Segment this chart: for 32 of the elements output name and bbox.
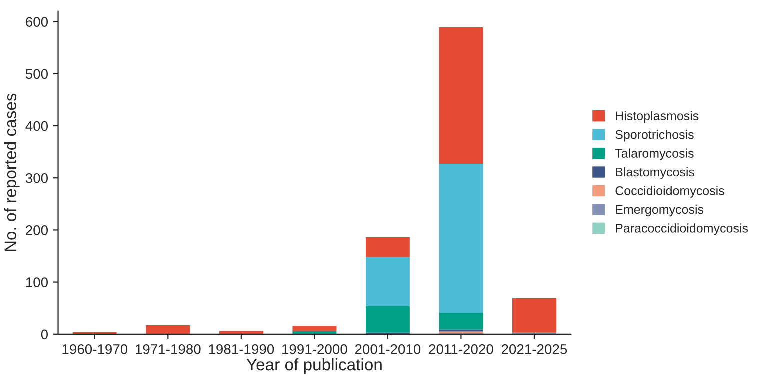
legend-label: Coccidioidomycosis [616, 186, 724, 198]
y-tick-label: 300 [26, 173, 48, 184]
bar [439, 28, 484, 164]
bar [292, 326, 337, 332]
x-tick-label: 2001-2010 [355, 344, 421, 354]
y-tick-label: 200 [26, 226, 48, 236]
bar [366, 238, 410, 258]
legend-label: Sporotrichosis [616, 130, 694, 142]
x-tick-label: 2011-2020 [429, 344, 494, 354]
x-axis-title: Year of publication [246, 358, 382, 374]
bar [439, 313, 484, 330]
y-tick-label: 600 [26, 17, 48, 27]
legend-label: Histoplasmosis [616, 111, 699, 123]
bar [512, 298, 556, 333]
bar [146, 326, 190, 334]
y-tick-label: 100 [26, 278, 48, 288]
y-tick-label: 0 [41, 330, 48, 340]
legend-label: Talaromycosis [615, 148, 694, 160]
legend-label: Paracoccidioidomycosis [616, 224, 748, 236]
y-tick-label: 500 [26, 69, 48, 80]
legend-label: Blastomycosis [616, 167, 695, 180]
x-tick-label: 1960-1970 [62, 344, 128, 354]
legend-label: Emergomycosis [616, 204, 704, 217]
x-tick-label: 1981-1990 [209, 344, 274, 354]
y-axis-title: No. of reported cases [4, 94, 20, 252]
x-tick-label: 1971-1980 [136, 344, 201, 354]
y-tick-label: 400 [26, 121, 48, 132]
bar [439, 164, 484, 314]
bar [366, 257, 410, 306]
x-tick-label: 1991-2000 [282, 344, 348, 354]
bar [366, 306, 410, 333]
x-tick-label: 2021-2025 [502, 344, 568, 354]
